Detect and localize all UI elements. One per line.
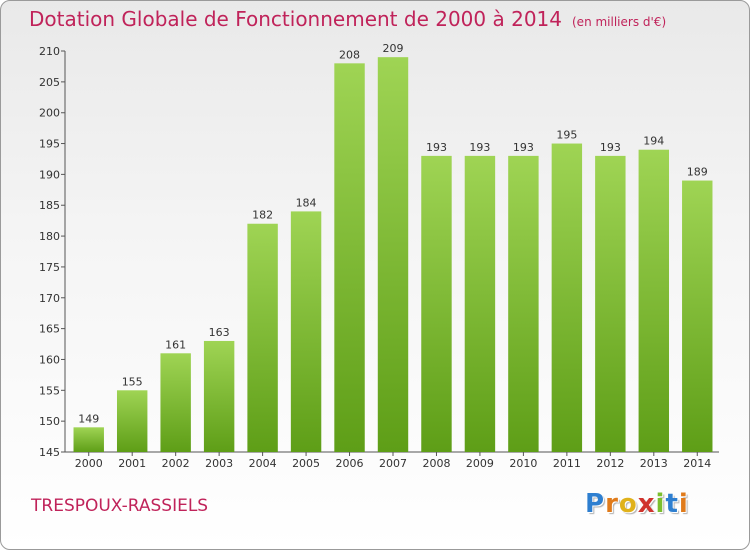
chart-title: Dotation Globale de Fonctionnement de 20… <box>29 7 666 31</box>
bar-2013 <box>638 149 670 452</box>
value-label-2013: 194 <box>643 135 664 148</box>
x-tick-label-2010: 2010 <box>509 457 537 470</box>
bar-2006 <box>334 63 365 452</box>
bar-2011 <box>551 143 583 453</box>
y-tick-label: 190 <box>39 168 60 181</box>
x-tick-label-2005: 2005 <box>292 457 320 470</box>
x-tick-label-2004: 2004 <box>249 457 277 470</box>
bar-2014 <box>682 180 713 453</box>
value-label-2009: 193 <box>469 141 490 154</box>
bar-2003 <box>203 340 235 452</box>
value-label-2001: 155 <box>122 375 143 388</box>
logo-letter: i <box>678 489 689 519</box>
bar-2004 <box>247 223 278 452</box>
logo-letter: i <box>655 489 666 519</box>
bars <box>73 57 713 453</box>
y-tick-label: 160 <box>39 353 60 366</box>
bar-2001 <box>116 390 148 452</box>
commune-name: TRESPOUX-RASSIELS <box>31 496 209 516</box>
y-tick-label: 150 <box>39 415 60 428</box>
value-label-2000: 149 <box>78 412 99 425</box>
value-label-2014: 189 <box>687 166 708 179</box>
x-tick-label-2008: 2008 <box>422 457 450 470</box>
x-tick-label-2007: 2007 <box>379 457 407 470</box>
value-label-2004: 182 <box>252 209 273 222</box>
y-tick-label: 185 <box>39 199 60 212</box>
proxiti-logo: Proxiti <box>585 489 689 519</box>
labels: 149 2000 155 2001 161 2002 163 2003 182 2004 184 20… <box>75 42 712 470</box>
value-label-2010: 193 <box>513 141 534 154</box>
x-tick-label-2011: 2011 <box>553 457 581 470</box>
bar-2000 <box>73 427 104 452</box>
value-label-2005: 184 <box>296 196 317 209</box>
x-tick-label-2002: 2002 <box>162 457 190 470</box>
logo-letter: r <box>605 489 619 519</box>
value-label-2003: 163 <box>209 326 230 339</box>
value-label-2012: 193 <box>600 141 621 154</box>
logo-letter: P <box>585 489 606 519</box>
logo-letter: t <box>665 489 679 519</box>
x-tick-label-2006: 2006 <box>336 457 364 470</box>
y-tick-label: 175 <box>39 261 60 274</box>
value-label-2007: 209 <box>383 42 404 55</box>
value-label-2008: 193 <box>426 141 447 154</box>
x-tick-label-2003: 2003 <box>205 457 233 470</box>
bar-2005 <box>290 211 322 452</box>
bar-2012 <box>595 155 626 452</box>
chart-title-text: Dotation Globale de Fonctionnement de 20… <box>29 7 562 31</box>
y-tick-label: 205 <box>39 76 60 89</box>
x-tick-label-2013: 2013 <box>640 457 668 470</box>
logo-letter: o <box>618 489 638 519</box>
bar-2009 <box>464 155 496 452</box>
y-tick-label: 155 <box>39 384 60 397</box>
bar-2010 <box>508 155 539 452</box>
chart-subtitle: (en milliers d'€) <box>572 15 667 29</box>
value-label-2002: 161 <box>165 338 186 351</box>
value-label-2011: 195 <box>556 129 577 142</box>
y-tick-label: 180 <box>39 230 60 243</box>
x-tick-label-2001: 2001 <box>118 457 146 470</box>
x-tick-label-2000: 2000 <box>75 457 103 470</box>
axes: 145 150 155 160 165 170 175 180 185 190 195 200 205 2… <box>39 45 719 459</box>
bar-2007 <box>377 57 409 453</box>
y-tick-label: 145 <box>39 446 60 459</box>
bar-2002 <box>160 353 191 452</box>
bar-2008 <box>421 155 452 452</box>
y-tick-label: 195 <box>39 138 60 151</box>
x-tick-label-2009: 2009 <box>466 457 494 470</box>
y-tick-label: 210 <box>39 45 60 58</box>
y-tick-label: 200 <box>39 107 60 120</box>
value-label-2006: 208 <box>339 48 360 61</box>
y-tick-label: 165 <box>39 323 60 336</box>
logo-letter: x <box>637 489 656 519</box>
x-tick-label-2014: 2014 <box>683 457 711 470</box>
x-tick-label-2012: 2012 <box>596 457 624 470</box>
y-tick-label: 170 <box>39 292 60 305</box>
